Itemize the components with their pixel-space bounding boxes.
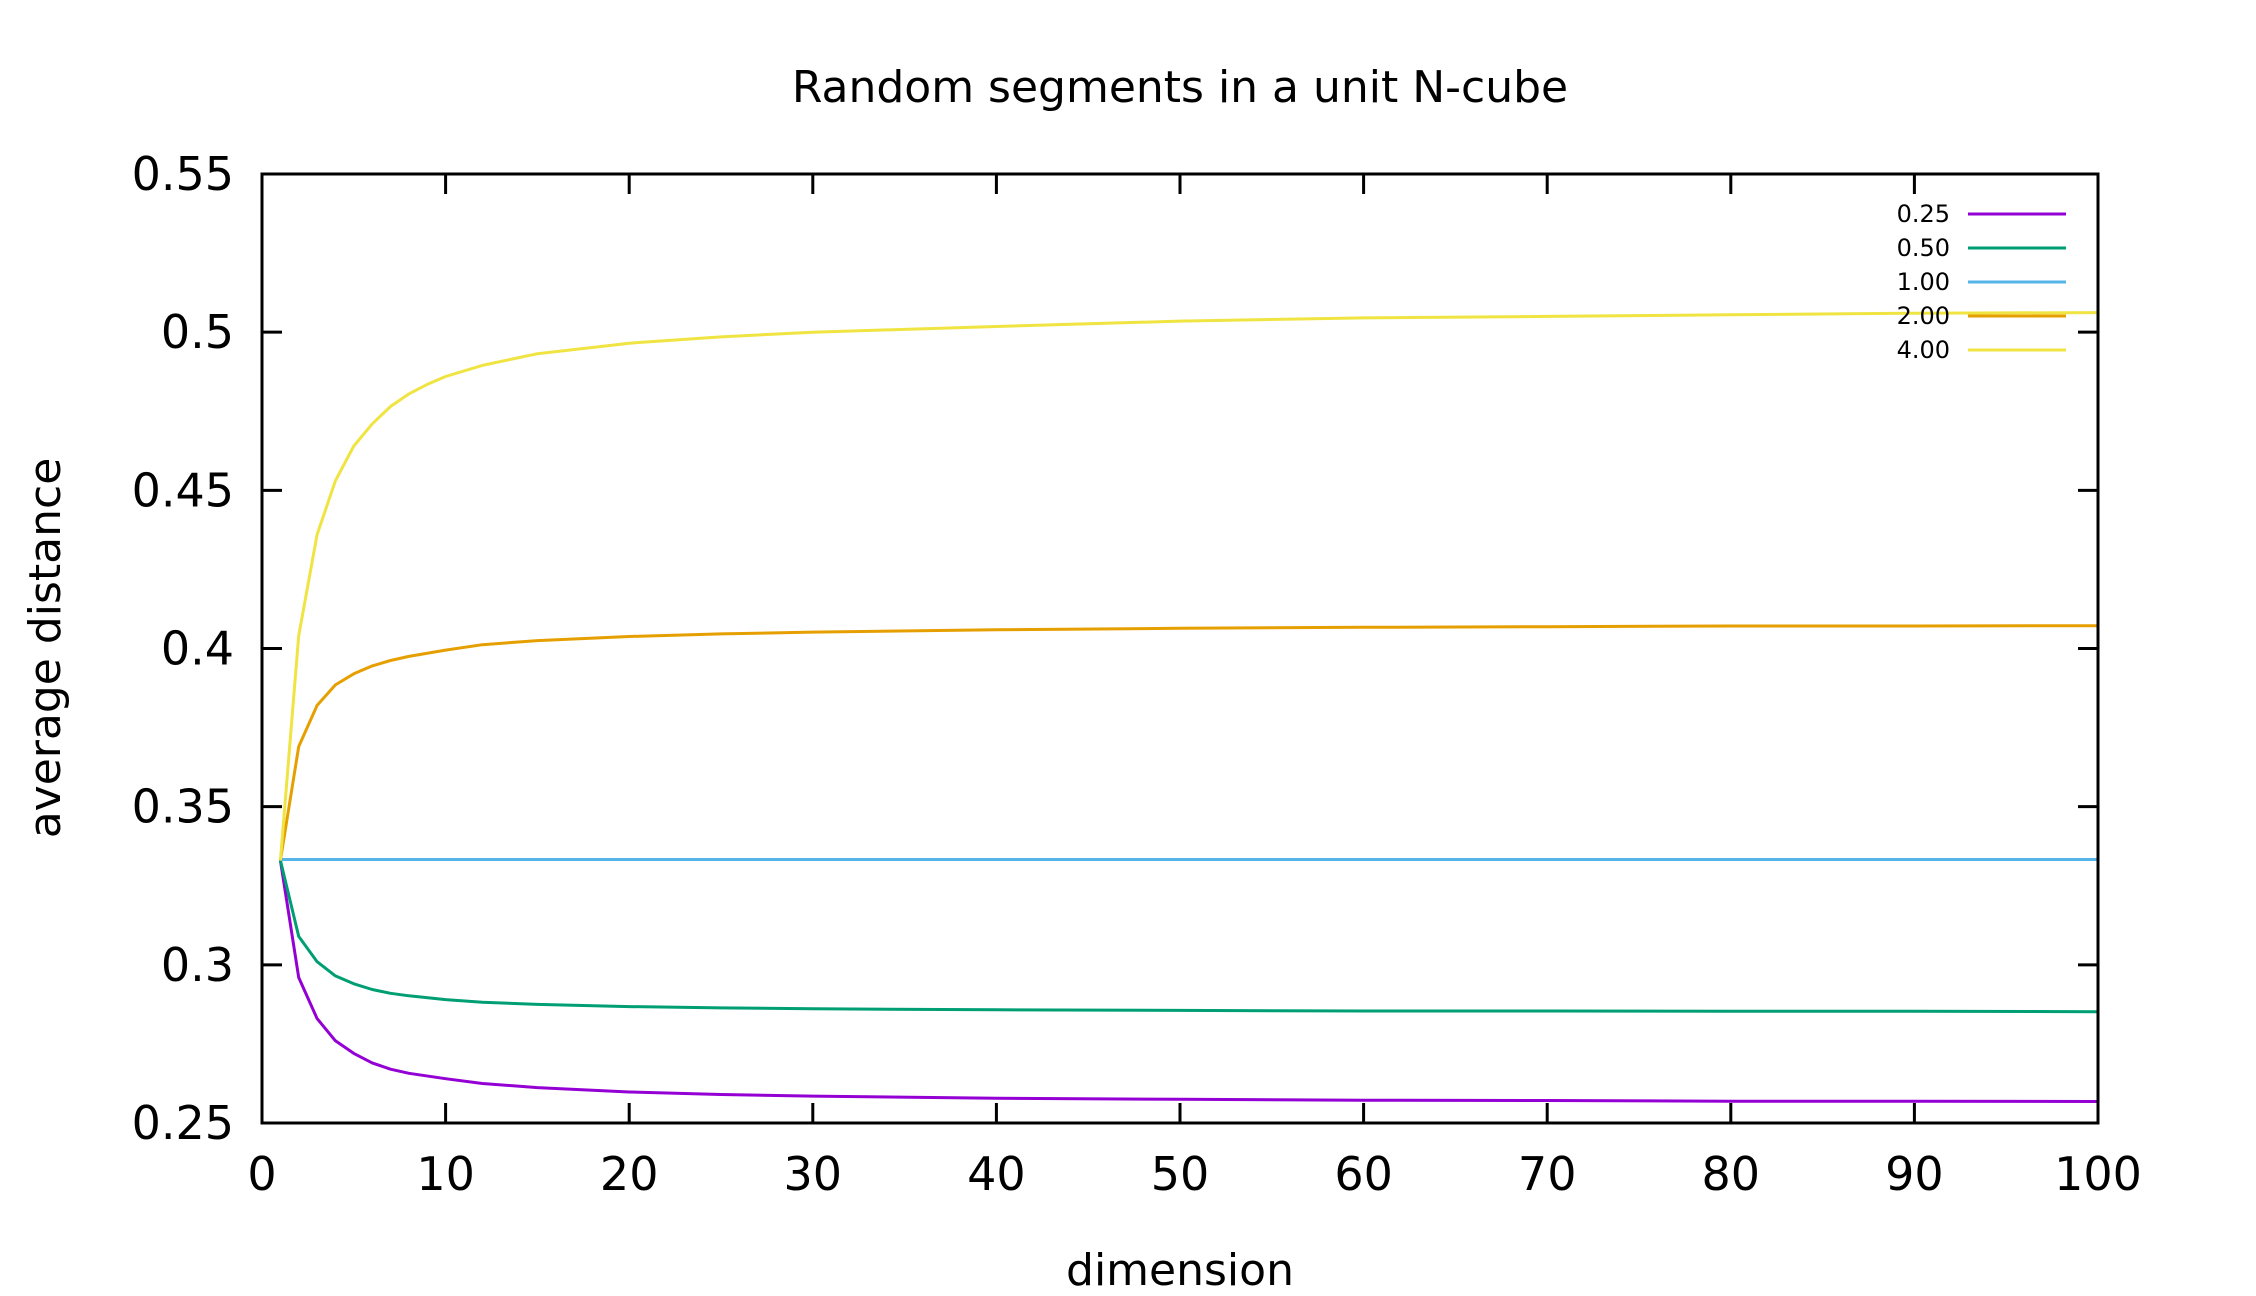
y-tick-label: 0.35 xyxy=(132,780,234,834)
y-axis-label: average distance xyxy=(20,458,71,839)
x-tick-label: 50 xyxy=(1151,1147,1210,1201)
legend-label-2.00: 2.00 xyxy=(1897,302,1950,330)
x-tick-label: 60 xyxy=(1334,1147,1393,1201)
x-tick-label: 90 xyxy=(1885,1147,1944,1201)
series-line-0.25 xyxy=(278,860,2099,1103)
y-tick-label: 0.55 xyxy=(132,147,234,201)
legend-label-0.25: 0.25 xyxy=(1897,200,1950,228)
series-line-0.50 xyxy=(278,860,2099,1014)
x-tick-label: 10 xyxy=(416,1147,475,1201)
x-tick-label: 70 xyxy=(1518,1147,1577,1201)
x-tick-label: 80 xyxy=(1702,1147,1761,1201)
y-tick-label: 0.4 xyxy=(161,622,234,676)
x-tick-label: 20 xyxy=(600,1147,659,1201)
x-axis-label: dimension xyxy=(1066,1245,1294,1296)
chart-title: Random segments in a unit N-cube xyxy=(792,62,1568,113)
y-tick-label: 0.25 xyxy=(132,1096,234,1150)
plot-frame xyxy=(260,172,2100,1125)
series-line-4.00 xyxy=(278,311,2099,861)
legend-label-4.00: 4.00 xyxy=(1897,336,1950,364)
x-tick-label: 30 xyxy=(784,1147,843,1201)
legend-label-0.50: 0.50 xyxy=(1897,234,1950,262)
series-layer xyxy=(278,311,2099,1103)
y-tick-label: 0.5 xyxy=(161,305,234,359)
series-line-2.00 xyxy=(278,624,2099,861)
ticks-layer: 0 10 20 30 40 50 60 70 80 90 100 0.25 0.3 0.35 0.4 0.45… xyxy=(132,147,2142,1201)
legend-label-1.00: 1.00 xyxy=(1897,268,1950,296)
legend: 0.25 0.50 1.00 2.00 4.00 xyxy=(1897,200,2066,364)
x-tick-label: 40 xyxy=(967,1147,1026,1201)
x-tick-label: 0 xyxy=(247,1147,276,1201)
x-tick-label: 100 xyxy=(2054,1147,2142,1201)
y-tick-label: 0.3 xyxy=(161,938,234,992)
y-tick-label: 0.45 xyxy=(132,463,234,517)
